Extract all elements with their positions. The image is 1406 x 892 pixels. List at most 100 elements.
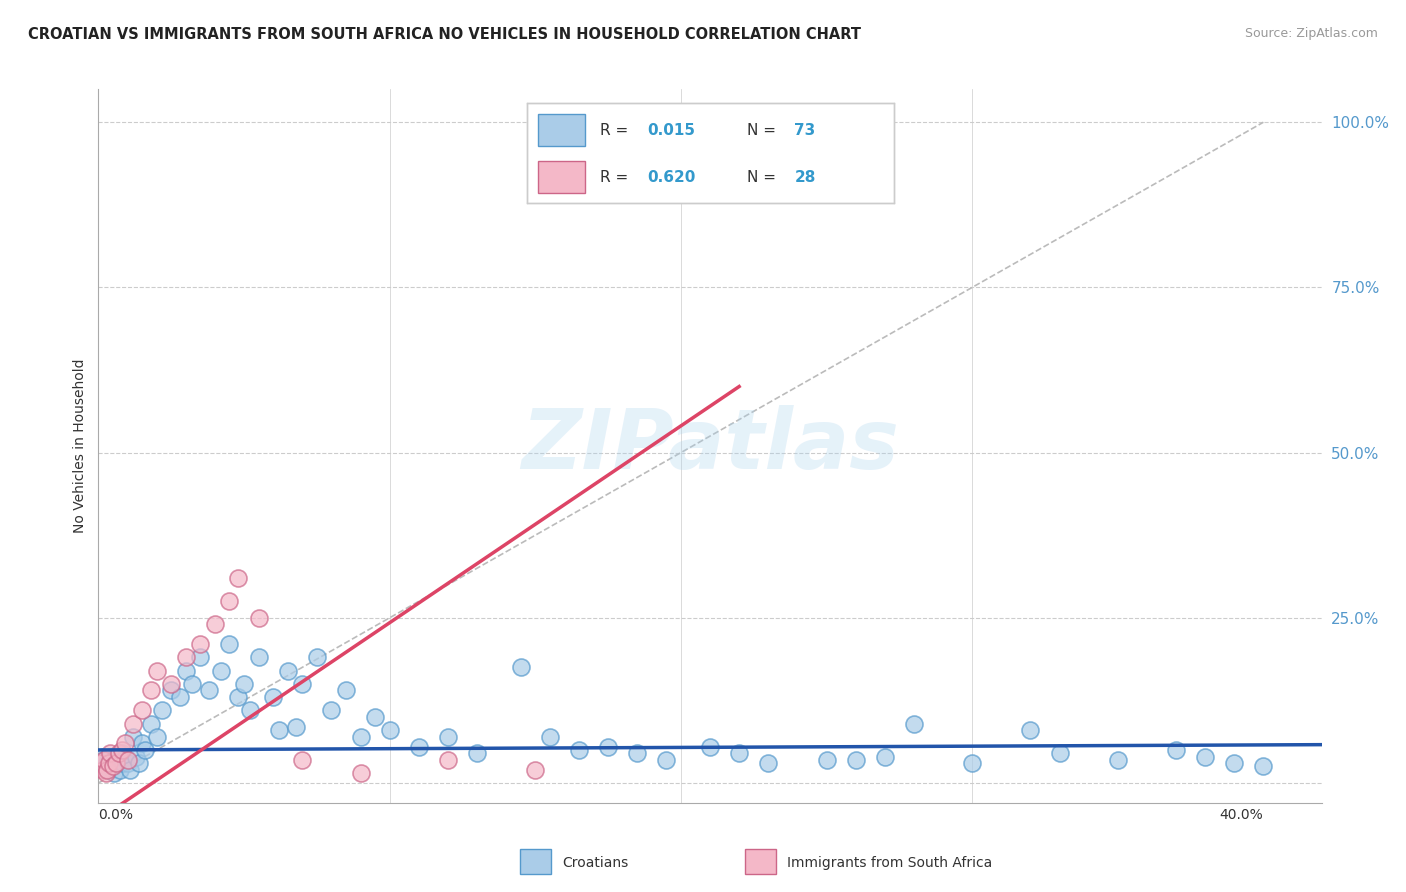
Point: [91, 749, 114, 764]
Point: [262, 690, 284, 704]
Point: [626, 746, 648, 760]
Point: [655, 753, 678, 767]
Point: [538, 730, 561, 744]
Point: [845, 753, 868, 767]
Point: [378, 723, 401, 738]
Point: [285, 720, 308, 734]
Point: [131, 703, 153, 717]
Point: [169, 690, 191, 704]
Point: [117, 753, 139, 767]
Point: [437, 730, 460, 744]
Point: [226, 571, 249, 585]
Text: N =: N =: [747, 123, 780, 138]
Point: [100, 759, 122, 773]
Point: [267, 723, 290, 738]
Point: [1019, 723, 1042, 738]
Point: [1223, 756, 1246, 771]
Point: [903, 716, 925, 731]
Point: [114, 736, 136, 750]
Point: [437, 753, 460, 767]
Text: ZIPatlas: ZIPatlas: [522, 406, 898, 486]
Point: [122, 730, 145, 744]
Point: [291, 677, 314, 691]
Point: [204, 617, 226, 632]
Point: [198, 683, 221, 698]
Point: [97, 756, 120, 771]
Point: [233, 677, 256, 691]
Point: [111, 743, 134, 757]
Text: 73: 73: [794, 123, 815, 138]
Point: [91, 763, 114, 777]
Point: [226, 690, 249, 704]
Point: [139, 716, 162, 731]
Point: [98, 749, 121, 764]
Point: [94, 759, 117, 773]
Point: [305, 650, 328, 665]
Point: [1164, 743, 1187, 757]
Bar: [537, 161, 585, 194]
Text: N =: N =: [747, 169, 780, 185]
Point: [728, 746, 751, 760]
Point: [218, 594, 240, 608]
Point: [96, 763, 118, 777]
Point: [349, 730, 371, 744]
Point: [364, 710, 387, 724]
Point: [125, 749, 148, 764]
Text: Source: ZipAtlas.com: Source: ZipAtlas.com: [1244, 27, 1378, 40]
Text: Immigrants from South Africa: Immigrants from South Africa: [787, 856, 993, 871]
Point: [174, 650, 197, 665]
Point: [188, 637, 211, 651]
Text: R =: R =: [600, 169, 633, 185]
Point: [524, 763, 547, 777]
Point: [145, 730, 167, 744]
Point: [180, 677, 202, 691]
Point: [122, 716, 145, 731]
Point: [699, 739, 721, 754]
Point: [247, 650, 270, 665]
Text: 40.0%: 40.0%: [1219, 808, 1264, 822]
Point: [104, 756, 127, 771]
Point: [465, 746, 488, 760]
Point: [131, 736, 153, 750]
Point: [152, 703, 174, 717]
Point: [509, 660, 531, 674]
Point: [160, 677, 183, 691]
Point: [117, 756, 139, 771]
Y-axis label: No Vehicles in Household: No Vehicles in Household: [73, 359, 87, 533]
Point: [134, 743, 156, 757]
Point: [1049, 746, 1071, 760]
Point: [112, 756, 135, 771]
Point: [1107, 753, 1129, 767]
Point: [110, 763, 132, 777]
Point: [408, 739, 430, 754]
Point: [93, 753, 115, 767]
Point: [568, 743, 591, 757]
Point: [349, 766, 371, 780]
Point: [114, 749, 136, 764]
Point: [103, 766, 125, 780]
Text: CROATIAN VS IMMIGRANTS FROM SOUTH AFRICA NO VEHICLES IN HOUSEHOLD CORRELATION CH: CROATIAN VS IMMIGRANTS FROM SOUTH AFRICA…: [28, 27, 860, 42]
Point: [145, 664, 167, 678]
Point: [101, 756, 124, 771]
Point: [174, 664, 197, 678]
Text: 0.015: 0.015: [648, 123, 696, 138]
Point: [960, 756, 983, 771]
Text: 28: 28: [794, 169, 815, 185]
Point: [321, 703, 343, 717]
Point: [756, 756, 779, 771]
Point: [160, 683, 183, 698]
Text: 0.0%: 0.0%: [98, 808, 134, 822]
Point: [101, 759, 124, 773]
Point: [96, 756, 118, 771]
Point: [873, 749, 896, 764]
Point: [335, 683, 357, 698]
Point: [104, 749, 127, 764]
Point: [93, 753, 115, 767]
Point: [105, 756, 128, 771]
Point: [239, 703, 262, 717]
Point: [94, 766, 117, 780]
Point: [596, 739, 619, 754]
Point: [108, 753, 131, 767]
Point: [139, 683, 162, 698]
Point: [1253, 759, 1275, 773]
